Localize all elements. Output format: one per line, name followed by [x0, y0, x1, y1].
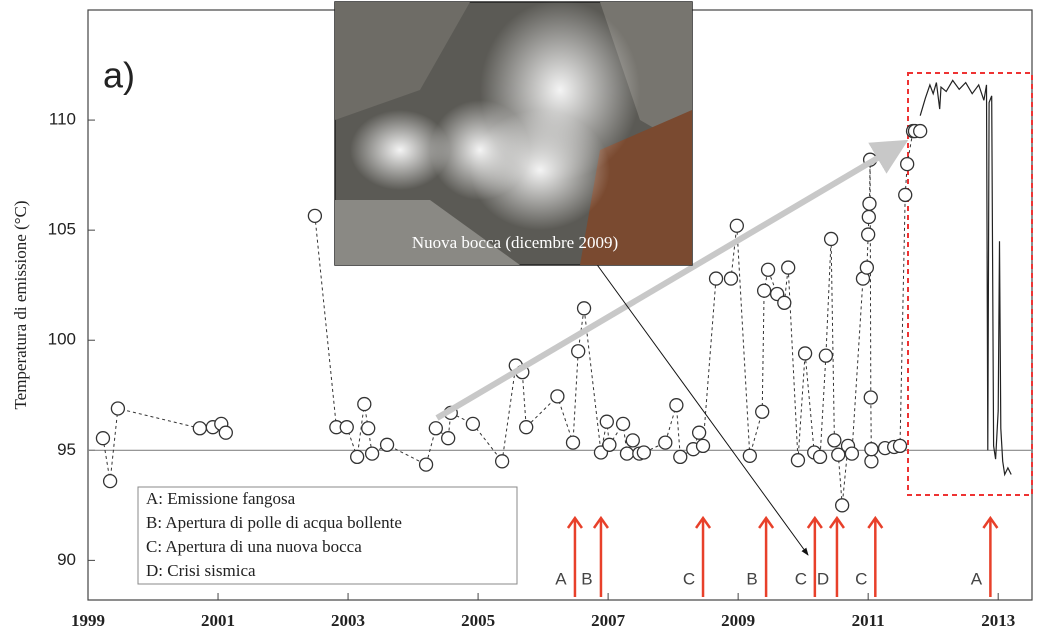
data-point: [730, 219, 743, 232]
panel-label: a): [103, 55, 135, 96]
event-label: C: [683, 569, 695, 588]
data-point: [710, 272, 723, 285]
data-point: [551, 390, 564, 403]
data-point: [358, 398, 371, 411]
x-tick-label: 2009: [721, 611, 755, 630]
data-point: [442, 432, 455, 445]
data-point: [825, 232, 838, 245]
data-point: [308, 209, 321, 222]
data-point: [362, 422, 375, 435]
series-line: [920, 80, 1011, 474]
data-point: [864, 391, 877, 404]
data-point: [219, 426, 232, 439]
data-point: [799, 347, 812, 360]
data-point: [496, 455, 509, 468]
data-point: [782, 261, 795, 274]
y-tick-label: 110: [49, 110, 76, 129]
data-point: [578, 302, 591, 315]
data-point: [429, 422, 442, 435]
data-point: [762, 263, 775, 276]
event-label: A: [971, 569, 983, 588]
data-point: [743, 449, 756, 462]
data-point: [756, 405, 769, 418]
data-point: [381, 438, 394, 451]
data-point: [758, 284, 771, 297]
data-point: [724, 272, 737, 285]
data-point: [860, 261, 873, 274]
data-point: [193, 422, 206, 435]
chart: 90 95 100 105 110 1999 2001 2003 2005 2007 2009 201…: [0, 0, 1056, 634]
data-point: [697, 439, 710, 452]
x-tick-label: 2005: [461, 611, 495, 630]
event-label: A: [555, 569, 567, 588]
legend-text: A: Emissione fangosa: [146, 489, 296, 508]
data-point: [617, 417, 630, 430]
data-point: [366, 447, 379, 460]
photo: Nuova bocca (dicembre 2009): [335, 0, 692, 265]
data-point: [819, 349, 832, 362]
data-point: [828, 434, 841, 447]
event-label: B: [746, 569, 757, 588]
data-point: [899, 188, 912, 201]
y-tick-label: 100: [48, 330, 76, 349]
data-point: [845, 447, 858, 460]
data-point: [836, 499, 849, 512]
data-point: [420, 458, 433, 471]
data-point: [466, 417, 479, 430]
data-point: [104, 475, 117, 488]
data-point: [814, 450, 827, 463]
event-label: B: [581, 569, 592, 588]
data-point: [659, 436, 672, 449]
data-point: [865, 443, 878, 456]
data-point: [637, 446, 650, 459]
legend-text: C: Apertura di una nuova bocca: [146, 537, 362, 556]
x-tick-label: 2011: [852, 611, 885, 630]
data-point: [111, 402, 124, 415]
data-point: [914, 125, 927, 138]
data-point: [520, 421, 533, 434]
data-point: [603, 438, 616, 451]
data-point: [862, 228, 875, 241]
data-point: [865, 455, 878, 468]
data-point: [340, 421, 353, 434]
event-label: D: [817, 569, 829, 588]
data-point: [693, 426, 706, 439]
data-point: [901, 158, 914, 171]
steam: [350, 110, 450, 190]
x-tick-label: 2007: [591, 611, 626, 630]
data-point: [791, 454, 804, 467]
y-tick-label: 90: [57, 550, 76, 569]
data-point: [670, 399, 683, 412]
data-point: [863, 197, 876, 210]
photo-caption: Nuova bocca (dicembre 2009): [412, 233, 618, 252]
x-tick-label: 2001: [201, 611, 235, 630]
data-point: [572, 345, 585, 358]
y-axis-title: Temperatura di emissione (°C): [11, 200, 30, 409]
data-point: [894, 439, 907, 452]
x-tick-label: 2003: [331, 611, 365, 630]
data-point: [620, 447, 633, 460]
x-tick-label: 1999: [71, 611, 105, 630]
data-point: [567, 436, 580, 449]
data-point: [778, 296, 791, 309]
y-tick-label: 95: [57, 440, 76, 459]
data-point: [674, 450, 687, 463]
legend-text: B: Apertura di polle di acqua bollente: [146, 513, 402, 532]
data-point: [862, 210, 875, 223]
event-label: C: [855, 569, 867, 588]
data-point: [600, 415, 613, 428]
legend-text: D: Crisi sismica: [146, 561, 256, 580]
data-point: [626, 434, 639, 447]
highlight-box: [908, 73, 1032, 495]
event-label: C: [795, 569, 807, 588]
data-point: [351, 450, 364, 463]
x-tick-label: 2013: [981, 611, 1015, 630]
y-tick-label: 105: [48, 220, 76, 239]
data-point: [96, 432, 109, 445]
